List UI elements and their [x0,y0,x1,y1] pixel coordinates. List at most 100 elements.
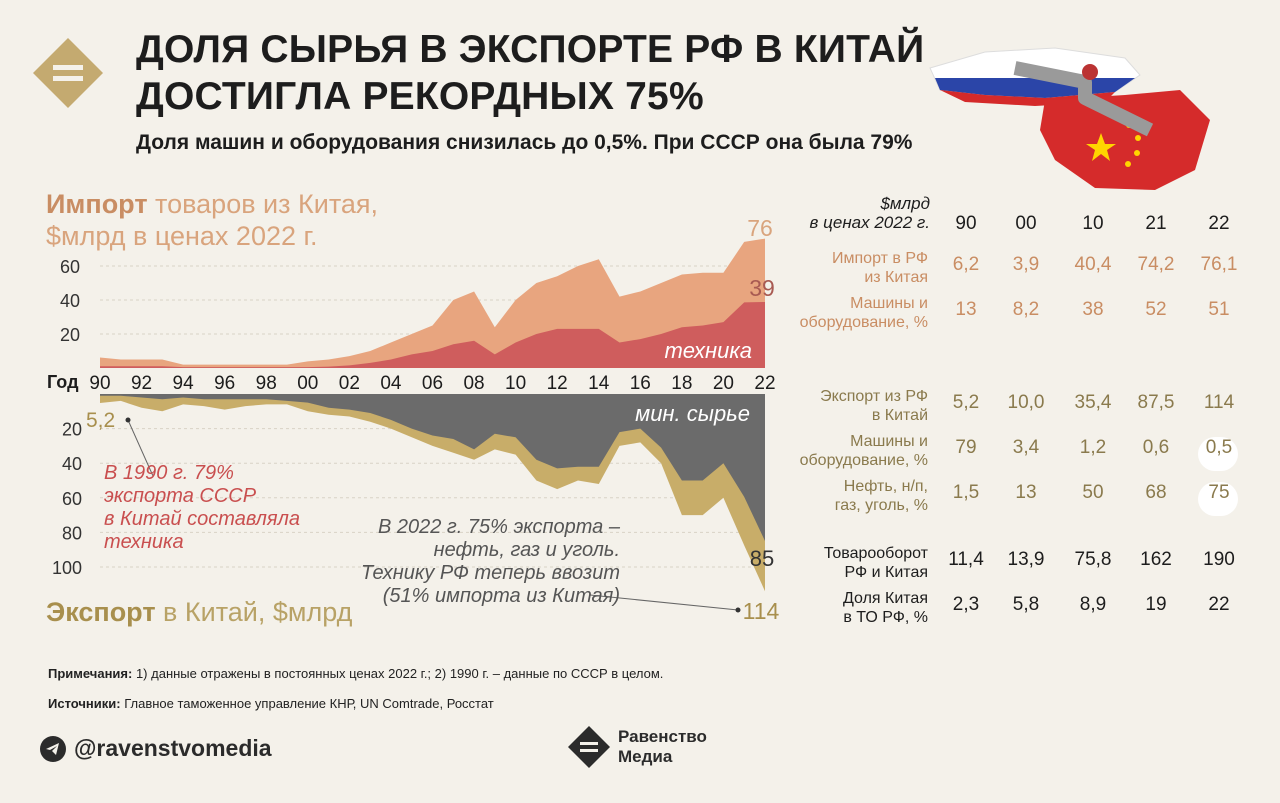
import-y-tick-label: 60 [60,257,80,277]
table-row-label-line: оборудование, % [799,314,928,331]
x-tick-label: 16 [630,373,651,394]
telegram-handle[interactable]: @ravenstvomedia [74,735,272,761]
table-value-cell: 51 [1208,299,1230,320]
footnote: Примечания: 1) данные отражены в постоян… [48,666,663,681]
table-value-cell: 162 [1140,549,1172,570]
annotation-gray-line-1: В 2022 г. 75% экспорта – [377,516,620,538]
annotation-red-line-1: В 1990 г. 79% [104,462,234,484]
import-y-tick-label: 40 [60,291,80,311]
table-year-header: 10 [1082,213,1104,234]
export-raw-end-label: 85 [750,546,774,571]
x-tick-label: 12 [547,373,568,394]
x-tick-label: 04 [380,373,402,394]
x-tick-label: 02 [339,373,360,394]
table-value-cell: 13 [955,299,977,320]
telegram-icon [40,735,66,762]
table-year-header: 21 [1145,213,1167,234]
table-value-cell: 75,8 [1074,549,1112,570]
table-value-cell: 68 [1145,482,1167,503]
tech-series-label: техника [664,338,752,363]
brand-line-1: Равенство [618,727,707,746]
annotation-gray-line-3: Технику РФ теперь ввозит [360,562,620,584]
annotation-red-line-3: в Китай составляла [104,508,300,530]
table-value-cell: 0,6 [1142,437,1170,458]
table-value-cell: 52 [1145,299,1167,320]
annotation-gray-line-4: (51% импорта из Китая) [382,585,620,607]
table-value-cell: 1,2 [1079,437,1107,458]
source-label: Источники: [48,696,121,711]
table-row-label: Доля Китая в ТО РФ, % [748,589,928,627]
table-value-cell: 3,9 [1012,254,1040,275]
table-value-cell: 3,4 [1012,437,1040,458]
table-row-label: Импорт в РФ из Китая [748,249,928,287]
x-tick-label: 14 [588,373,610,394]
export-chart-title: Экспорт в Китай, $млрд [46,597,352,628]
table-value-cell: 5,2 [952,392,980,413]
table-row-label-line: Экспорт из РФ [820,388,928,405]
table-row-label-line: в Китай [871,407,928,424]
annotation-2022: В 2022 г. 75% экспорта – нефть, газ и уг… [340,516,620,608]
table-row-label: Нефть, н/п, газ, уголь, % [748,477,928,515]
x-tick-label: 18 [671,373,692,394]
import-title-rest-1: товаров из Китая, [147,189,379,219]
table-value-cell: 22 [1208,594,1230,615]
highlight-circle-75 [1198,482,1238,516]
x-tick-label: 98 [256,373,277,394]
table-row-label-line: оборудование, % [799,452,928,469]
table-value-cell: 19 [1145,594,1167,615]
subtitle: Доля машин и оборудования снизилась до 0… [136,131,913,154]
table-row-label-line: РФ и Китая [844,564,928,581]
x-tick-label: 96 [214,373,235,394]
telegram-link[interactable]: @ravenstvomedia [40,735,272,762]
import-title-rest-2: $млрд в ценах 2022 г. [46,221,318,251]
import-tech-end-label: 39 [749,275,775,301]
table-value-cell: 75 [1208,482,1230,503]
table-value-cell: 5,8 [1012,594,1040,615]
table-row-label: Машины и оборудование, % [748,294,928,332]
red-annotation-leader [127,419,154,477]
x-tick-label: 10 [505,373,526,394]
table-row-label-line: Импорт в РФ [832,250,928,267]
table-row-label-line: Доля Китая [843,590,928,607]
import-y-tick-label: 20 [60,325,80,345]
table-value-cell: 35,4 [1074,392,1112,413]
table-year-header: 90 [955,213,977,234]
table-value-cell: 79 [955,437,977,458]
gray-annotation-dot [735,607,741,613]
export-start-label: 5,2 [86,409,115,432]
table-value-cell: 13 [1015,482,1037,503]
table-row-label-line: Машины и [850,295,928,312]
annotation-ussr-1990: В 1990 г. 79% экспорта СССР в Китай сост… [104,462,300,554]
x-tick-label: 20 [713,373,734,394]
x-tick-label: 00 [297,373,318,394]
raw-series-label: мин. сырье [635,401,750,426]
table-row-label-line: газ, уголь, % [834,497,928,514]
gray-annotation-leader [589,594,739,611]
table-row-label-line: в ТО РФ, % [843,609,928,626]
annotation-red-line-2: экспорта СССР [104,485,257,507]
export-y-tick-label: 80 [62,523,82,543]
table-value-cell: 74,2 [1137,254,1175,275]
table-row-label-line: Нефть, н/п, [843,478,928,495]
table-value-cell: 2,3 [952,594,980,615]
x-tick-label: 06 [422,373,443,394]
export-raw-area [100,394,765,541]
table-value-cell: 1,5 [952,482,980,503]
note-text: 1) данные отражены в постоянных ценах 20… [132,666,664,681]
x-tick-label: 92 [131,373,152,394]
table-unit-label: $млрд в ценах 2022 г. [750,194,930,232]
table-value-cell: 76,1 [1200,254,1238,275]
table-unit-line: $млрд [880,194,930,213]
title-line-1: ДОЛЯ СЫРЬЯ В ЭКСПОРТЕ РФ В КИТАЙ [136,28,925,71]
table-year-header: 22 [1208,213,1230,234]
export-y-tick-label: 20 [62,420,82,440]
table-row-label-line: Товарооборот [823,545,928,562]
table-value-cell: 10,0 [1007,392,1045,413]
brand-logo: Равенство Медиа [568,726,707,768]
import-chart-title: Импорт товаров из Китая, $млрд в ценах 2… [46,188,378,252]
table-value-cell: 87,5 [1137,392,1175,413]
export-total-end-label: 114 [743,598,780,624]
annotation-gray-line-2: нефть, газ и уголь. [433,539,620,561]
export-y-tick-label: 40 [62,454,82,474]
